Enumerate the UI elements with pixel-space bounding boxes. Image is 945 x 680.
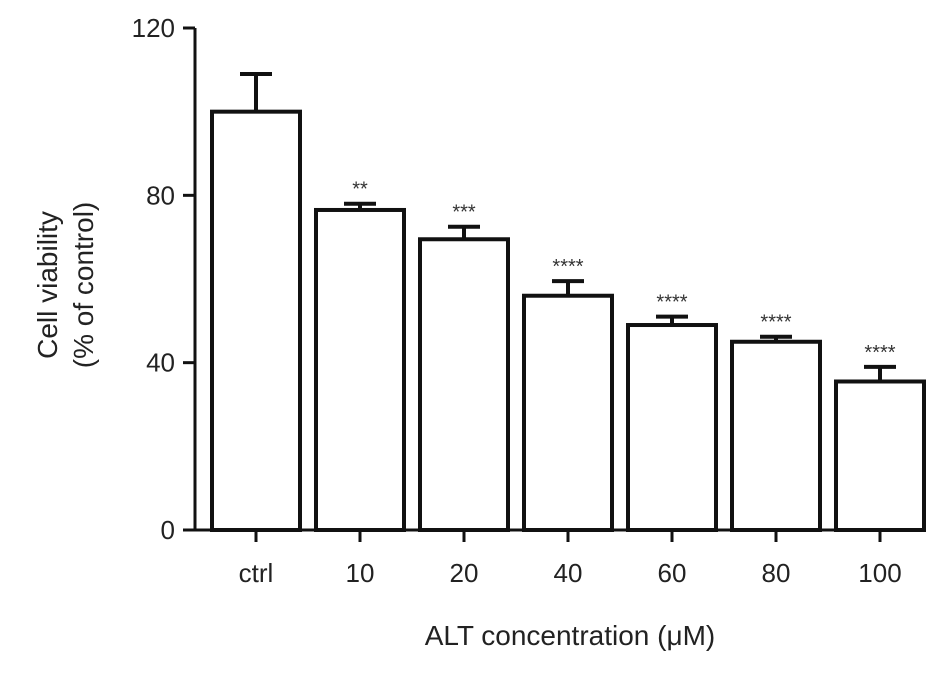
x-axis-title: ALT concentration (μM) xyxy=(425,620,716,651)
significance-label: **** xyxy=(552,256,583,278)
bar xyxy=(730,339,822,532)
bar xyxy=(626,323,718,532)
bar xyxy=(834,379,926,532)
x-tick-label: 20 xyxy=(450,558,479,588)
bar xyxy=(418,237,510,532)
bar xyxy=(314,207,406,532)
y-tick-label: 80 xyxy=(146,180,175,210)
significance-label: ** xyxy=(352,179,368,201)
y-axis-title-line1: Cell viability xyxy=(32,211,63,359)
significance-label: *** xyxy=(452,202,476,224)
y-tick-label: 0 xyxy=(161,515,175,545)
y-tick-label: 40 xyxy=(146,348,175,378)
x-tick-label: 10 xyxy=(346,558,375,588)
significance-label: **** xyxy=(656,292,687,314)
bar xyxy=(210,109,302,533)
y-tick-label: 120 xyxy=(132,13,175,43)
x-tick-label: 40 xyxy=(554,558,583,588)
x-tick-label: 80 xyxy=(762,558,791,588)
x-tick-label: 100 xyxy=(858,558,901,588)
y-axis-title-line2: (% of control) xyxy=(68,202,99,369)
significance-label: **** xyxy=(760,312,791,334)
x-tick-label: 60 xyxy=(658,558,687,588)
y-axis-title: Cell viability (% of control) xyxy=(32,202,99,369)
x-tick-label: ctrl xyxy=(239,558,274,588)
plot-area: 0 40 80 120 ctrl 10 ** 20 *** 40 **** 60 **** 80 **** 1… xyxy=(132,13,926,588)
bar xyxy=(522,293,614,532)
significance-label: **** xyxy=(864,342,895,364)
